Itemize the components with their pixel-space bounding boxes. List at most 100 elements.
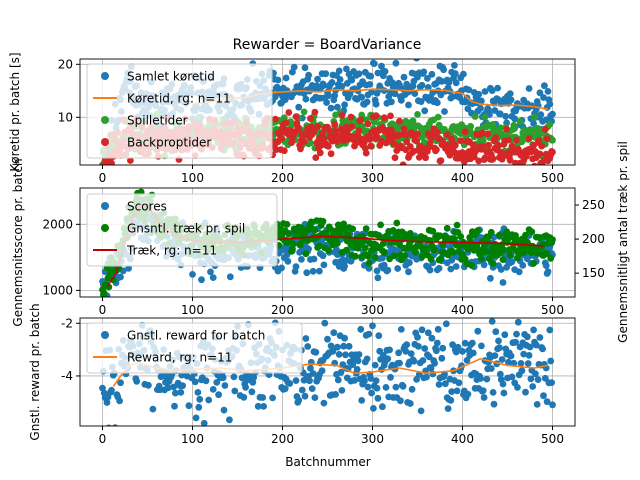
data-point <box>505 358 512 366</box>
data-point <box>429 227 437 235</box>
legend-marker <box>101 116 109 124</box>
data-point <box>541 82 548 90</box>
data-point <box>393 219 401 227</box>
data-point <box>471 113 479 120</box>
data-point <box>488 87 496 94</box>
data-point <box>538 142 546 150</box>
legend-box <box>86 63 273 159</box>
data-point <box>437 255 445 262</box>
data-point <box>453 387 461 395</box>
data-point <box>100 290 108 297</box>
legend-label: Gnstl. reward for batch <box>127 329 265 343</box>
data-point <box>292 263 300 270</box>
data-point <box>477 375 484 382</box>
legend-label: Scores <box>127 200 167 214</box>
data-point <box>495 142 502 150</box>
data-point <box>361 377 368 385</box>
data-point <box>302 250 310 258</box>
data-point <box>371 361 379 369</box>
data-point <box>371 254 379 261</box>
data-point <box>164 384 172 392</box>
x-tick-label: 500 <box>541 432 564 446</box>
data-point <box>536 150 544 158</box>
y-axis-label: Køretid pr. batch [s] <box>8 52 22 171</box>
data-point <box>496 344 503 352</box>
data-point <box>489 260 497 267</box>
data-point <box>177 389 185 396</box>
x-tick-label: 200 <box>271 171 294 185</box>
data-point <box>499 380 507 388</box>
data-point <box>412 248 420 256</box>
data-point <box>341 262 348 270</box>
y-tick-label: 20 <box>58 57 73 71</box>
data-point <box>417 98 425 105</box>
data-point <box>481 88 489 95</box>
data-point <box>259 394 267 401</box>
data-point <box>424 75 431 82</box>
data-point <box>499 279 507 286</box>
data-point <box>355 70 363 78</box>
data-point <box>477 104 484 112</box>
data-point <box>324 335 331 343</box>
data-point <box>302 335 310 342</box>
data-point <box>308 385 316 392</box>
legend: Scores Gnsntl. træk pr. spil Træk, rg: n=1… <box>86 193 278 267</box>
data-point <box>418 253 426 261</box>
data-point <box>519 262 527 269</box>
data-point <box>431 246 438 254</box>
data-point <box>542 262 550 269</box>
data-point <box>461 339 469 347</box>
data-point <box>543 398 551 406</box>
data-point <box>414 111 421 118</box>
data-point <box>301 64 309 72</box>
data-point <box>357 116 365 124</box>
data-point <box>355 351 363 358</box>
data-point <box>419 357 427 364</box>
legend-label: Køretid, rg: n=11 <box>127 92 231 106</box>
data-point <box>307 364 314 372</box>
data-point <box>464 390 472 398</box>
data-point <box>343 126 351 134</box>
data-point <box>487 274 494 282</box>
data-point <box>395 349 402 357</box>
right-y-tick-label: 200 <box>582 232 605 246</box>
data-point <box>373 384 381 392</box>
data-point <box>451 141 459 149</box>
data-point <box>390 140 398 148</box>
data-point <box>116 397 123 405</box>
data-point <box>452 263 460 270</box>
data-point <box>496 370 504 378</box>
data-point <box>534 376 542 383</box>
data-point <box>518 367 526 375</box>
data-point <box>298 256 305 263</box>
x-tick-label: 300 <box>361 303 384 317</box>
data-point <box>321 319 329 327</box>
data-point <box>410 357 418 365</box>
data-point <box>539 345 546 353</box>
data-point <box>307 139 314 147</box>
data-point <box>544 268 552 276</box>
y-tick-label: 10 <box>58 110 73 124</box>
data-point <box>453 221 461 229</box>
data-point <box>198 276 205 284</box>
x-tick-label: 300 <box>361 171 384 185</box>
data-point <box>320 399 328 407</box>
data-point <box>348 123 356 130</box>
data-point <box>319 217 327 225</box>
data-point <box>435 381 443 388</box>
data-point <box>448 135 456 143</box>
data-point <box>316 267 323 275</box>
y-tick-label: 1000 <box>42 283 73 297</box>
data-point <box>366 136 374 143</box>
data-point <box>316 242 323 250</box>
data-point <box>506 90 514 97</box>
data-point <box>549 236 556 244</box>
data-point <box>325 127 333 134</box>
data-point <box>196 395 204 403</box>
data-point <box>231 387 239 395</box>
data-point <box>325 246 332 254</box>
data-point <box>532 370 539 378</box>
data-point <box>510 359 518 367</box>
data-point <box>500 389 508 397</box>
data-point <box>179 382 187 390</box>
